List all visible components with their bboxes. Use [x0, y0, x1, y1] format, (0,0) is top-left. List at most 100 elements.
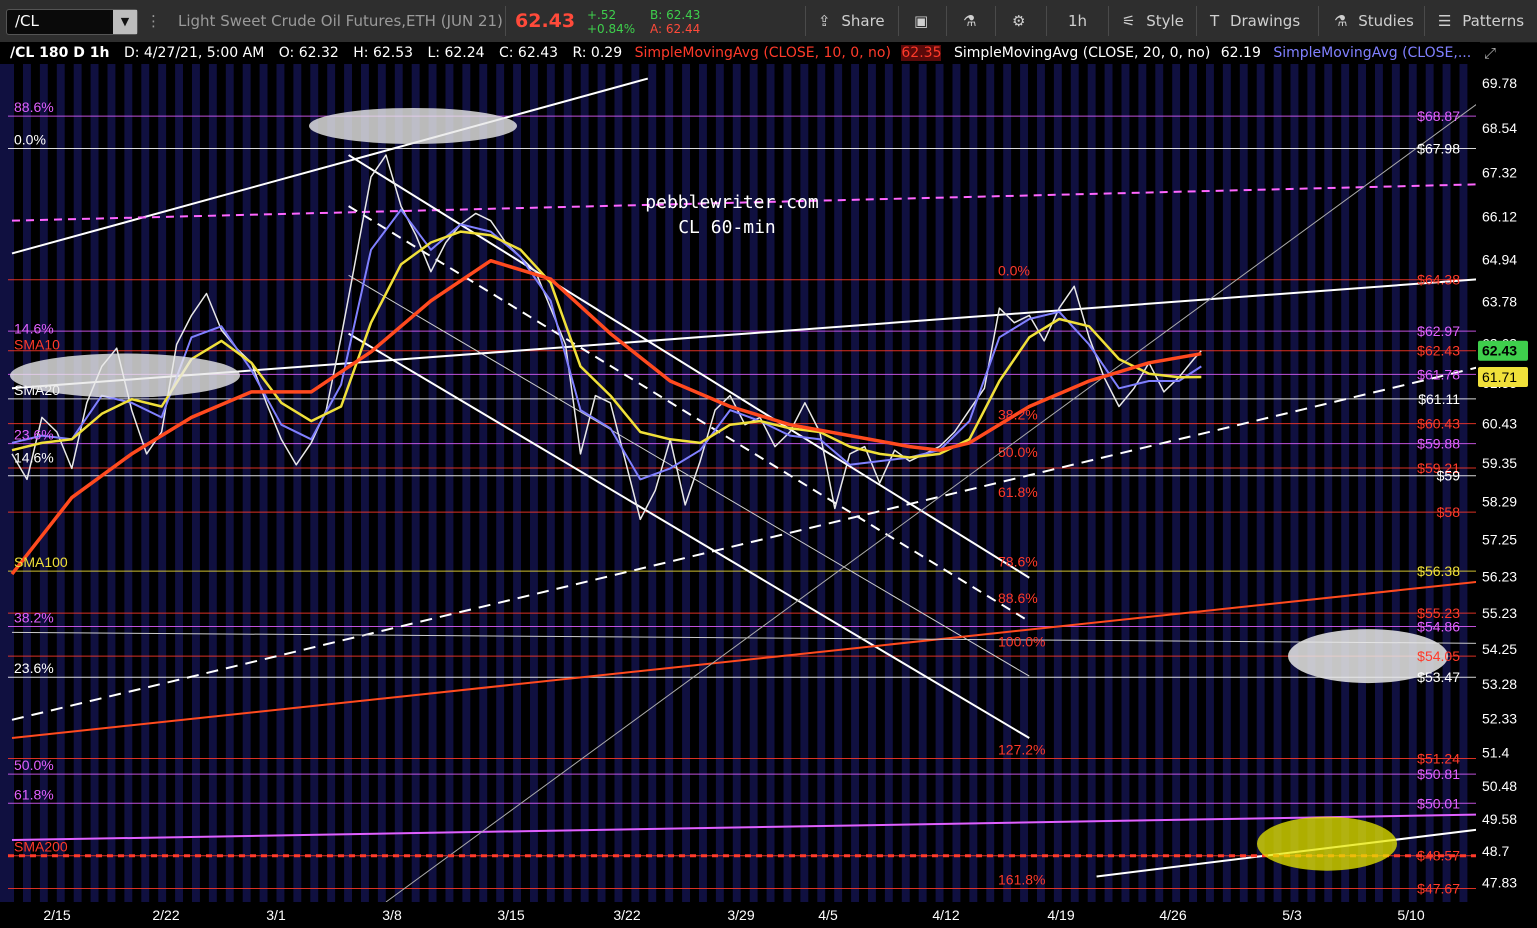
session-band — [318, 64, 328, 902]
session-band — [132, 64, 142, 902]
session-band — [690, 64, 699, 902]
studies-label: Studies — [1358, 12, 1414, 30]
x-tick-label: 3/29 — [727, 907, 754, 923]
divider — [805, 6, 806, 36]
divider — [946, 6, 947, 36]
fib-label: 161.8% — [998, 872, 1045, 888]
session-band — [1061, 64, 1071, 902]
y-tick-label: 56.23 — [1482, 569, 1517, 585]
level-label: $59.21 — [1417, 460, 1460, 476]
time-axis: 2/15 2/22 3/1 3/8 3/15 3/22 3/29 4/5 4/12 4/19 4/2… — [0, 902, 1476, 928]
x-tick-label: 2/15 — [43, 907, 70, 923]
level-label: $51.24 — [1417, 750, 1460, 766]
level-label: $64.38 — [1417, 272, 1460, 288]
sma10-value: 62.35 — [901, 45, 942, 61]
session-band — [808, 64, 818, 902]
drawing-tool-icon: T — [1210, 12, 1220, 30]
session-band — [1213, 64, 1223, 902]
settings-button[interactable]: ⚙ — [1012, 0, 1025, 42]
trendline — [385, 100, 1483, 903]
symbol-description: Light Sweet Crude Oil Futures,ETH (JUN 2… — [178, 12, 503, 30]
x-tick-label: 5/10 — [1397, 907, 1424, 923]
session-band — [1095, 64, 1105, 902]
level-label: $62.97 — [1417, 323, 1460, 339]
patterns-button[interactable]: ☰ Patterns — [1438, 0, 1524, 42]
timeframe-button[interactable]: 1h — [1068, 12, 1088, 30]
symbol-options-icon[interactable]: ⋮ — [146, 12, 161, 30]
session-band — [30, 64, 40, 902]
y-tick-label: 58.29 — [1482, 494, 1517, 510]
fib-label: 0.0% — [14, 132, 46, 148]
level-label: $54.05 — [1417, 648, 1460, 664]
bid-price: B: 62.43 — [650, 8, 701, 22]
fib-label: 23.6% — [14, 427, 54, 443]
level-label: $68.87 — [1417, 108, 1460, 124]
sma20-label[interactable]: SimpleMovingAvg (CLOSE, 20, 0, no) — [953, 45, 1211, 61]
studies-lab-button[interactable]: ⚗ — [963, 0, 976, 42]
session-band — [470, 64, 480, 902]
fib-label: SMA200 — [14, 839, 68, 855]
bar-high: H: 62.53 — [353, 45, 414, 61]
fib-label: 78.6% — [998, 553, 1038, 569]
compare-button[interactable]: ▣ — [914, 0, 928, 42]
fib-label: 14.6% — [14, 450, 54, 466]
symbol-input[interactable]: /CL ▼ — [6, 9, 138, 35]
session-band — [960, 64, 970, 902]
toolbar: /CL ▼ ⋮ Light Sweet Crude Oil Futures,ET… — [0, 0, 1537, 43]
y-tick-label: 68.54 — [1482, 120, 1517, 136]
y-tick-label: 54.25 — [1482, 641, 1517, 657]
level-label: $50.01 — [1417, 795, 1460, 811]
y-tick-label: 47.83 — [1482, 875, 1517, 891]
trendline — [348, 332, 1030, 739]
patterns-icon: ☰ — [1438, 12, 1452, 30]
trendline — [11, 813, 1482, 842]
chevron-down-icon[interactable]: ▼ — [113, 10, 137, 34]
y-tick-label: 60.43 — [1482, 416, 1517, 432]
session-band — [98, 64, 108, 902]
session-band — [1146, 64, 1156, 902]
studies-button[interactable]: ⚗ Studies — [1334, 0, 1414, 42]
gear-icon: ⚙ — [1012, 12, 1026, 30]
session-band — [1315, 64, 1325, 902]
level-label: $48.57 — [1417, 848, 1460, 864]
level-label: $55.23 — [1417, 605, 1460, 621]
y-tick-label: 64.94 — [1482, 251, 1517, 267]
session-band — [554, 64, 564, 902]
session-band — [1366, 64, 1375, 902]
session-band — [47, 64, 57, 902]
session-band — [977, 64, 987, 902]
drawings-button[interactable]: T Drawings — [1210, 0, 1300, 42]
session-band — [368, 64, 378, 902]
session-band — [892, 64, 902, 902]
fib-label: 14.6% — [14, 320, 54, 336]
sma10-label[interactable]: SimpleMovingAvg (CLOSE, 10, 0, no) — [634, 45, 891, 61]
expand-icon[interactable]: ⤢ — [1484, 44, 1497, 62]
highlight-oval — [1257, 816, 1397, 871]
session-band — [571, 64, 581, 902]
session-band — [183, 64, 192, 902]
y-tick-label: 53.28 — [1482, 676, 1517, 692]
y-tick-label: 52.33 — [1482, 711, 1517, 727]
flask-icon: ⚗ — [1334, 12, 1348, 30]
session-band — [419, 64, 429, 902]
level-label: $59 — [1437, 468, 1461, 484]
session-band — [842, 64, 852, 902]
session-band — [1028, 64, 1037, 902]
fib-label: 88.6% — [14, 99, 54, 115]
session-band — [1011, 64, 1021, 902]
share-button[interactable]: ⇪ Share — [818, 0, 885, 42]
style-icon: ⚟ — [1122, 12, 1136, 30]
session-band — [639, 64, 649, 902]
session-band — [81, 64, 91, 902]
price-chart[interactable]: 88.6%0.0%14.6%SMA10SMA2023.6%14.6%SMA100… — [0, 42, 1537, 928]
bar-low: L: 62.24 — [427, 45, 485, 61]
y-tick-label: 51.4 — [1482, 745, 1509, 761]
session-band — [166, 64, 176, 902]
session-band — [1399, 64, 1409, 902]
fib-label: SMA100 — [14, 554, 68, 570]
x-tick-label: 4/5 — [818, 907, 838, 923]
trendline — [11, 365, 1483, 721]
divider — [1318, 6, 1319, 36]
style-button[interactable]: ⚟ Style — [1122, 0, 1184, 42]
sma-other-label[interactable]: SimpleMovingAvg (CLOSE,... — [1273, 45, 1472, 61]
